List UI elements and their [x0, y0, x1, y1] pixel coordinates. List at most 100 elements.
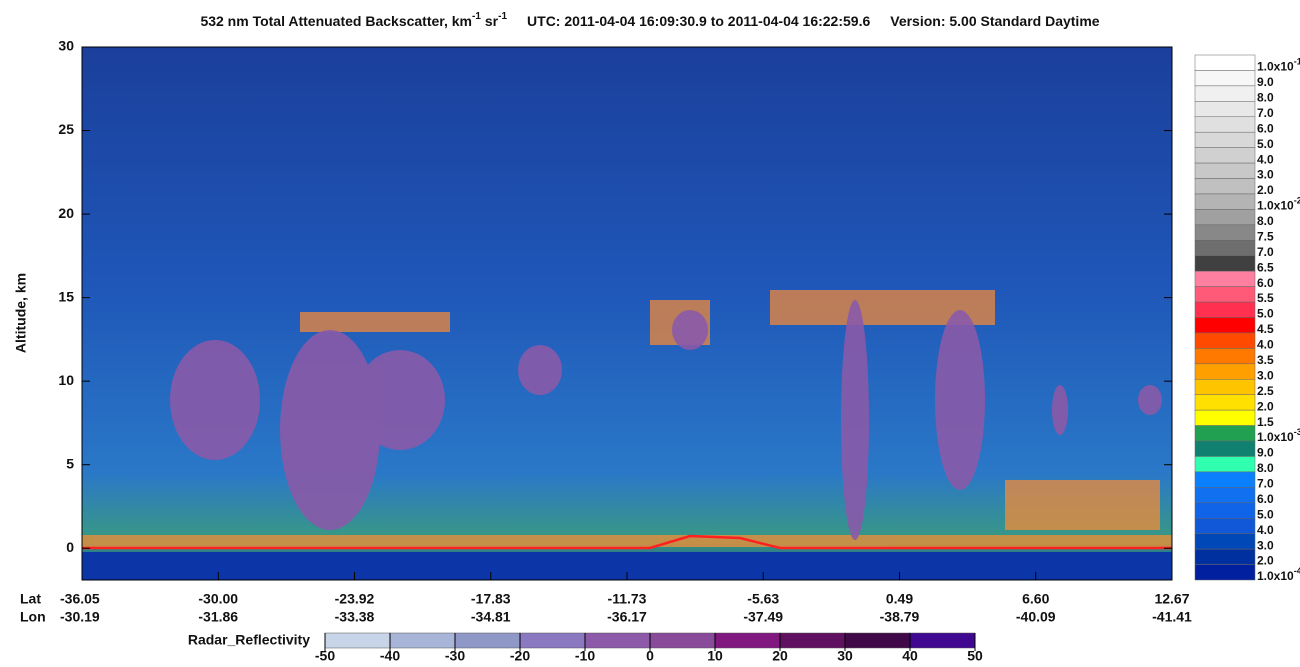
colorbar-label: 8.0: [1257, 90, 1274, 104]
colorbar-swatch: [1194, 394, 1256, 411]
colorbar-label: 1.0x10-3: [1257, 427, 1300, 444]
title-utc: UTC: 2011-04-04 16:09:30.9 to 2011-04-04…: [527, 13, 870, 29]
radar-tick-label: 50: [967, 648, 983, 664]
colorbar-label: 6.0: [1257, 276, 1274, 290]
colorbar-swatch: [1194, 548, 1256, 565]
lat-tick-label: 0.49: [886, 591, 913, 607]
lon-tick-label: -31.86: [198, 609, 238, 625]
lon-tick-label: -30.19: [60, 609, 100, 625]
radar-tick-label: 30: [837, 648, 853, 664]
colorbar-label: 9.0: [1257, 446, 1274, 460]
chart-title: 532 nm Total Attenuated Backscatter, km-…: [200, 11, 1099, 29]
colorbar-swatch: [1194, 379, 1256, 395]
radar-tick-label: -40: [380, 648, 400, 664]
radar-swatch: [909, 632, 976, 649]
colorbar-swatch: [1194, 502, 1256, 519]
colorbar-label: 7.0: [1257, 106, 1274, 120]
lat-tick-label: -36.05: [60, 591, 100, 607]
lat-tick-label: -5.63: [747, 591, 779, 607]
colorbar-label-base: 1.0x10: [1257, 60, 1294, 74]
lat-label: Lat: [20, 591, 41, 607]
colorbar-label: 6.5: [1257, 260, 1274, 274]
colorbar-swatch: [1194, 209, 1256, 226]
lon-tick-label: -33.38: [335, 609, 375, 625]
colorbar-label: 9.0: [1257, 75, 1274, 89]
colorbar-swatch: [1194, 270, 1256, 287]
radar-tick-label: 40: [902, 648, 918, 664]
colorbar-label: 6.0: [1257, 121, 1274, 135]
colorbar-label: 2.0: [1257, 399, 1274, 413]
colorbar-swatch: [1194, 286, 1256, 303]
lon-tick-label: -36.17: [607, 609, 647, 625]
colorbar-label: 2.5: [1257, 384, 1274, 398]
colorbar-label: 3.0: [1257, 538, 1274, 552]
colorbar-swatch: [1194, 193, 1256, 210]
y-tick-label: 30: [58, 38, 74, 54]
lon-tick-label: -37.49: [743, 609, 783, 625]
y-tick-label: 20: [58, 205, 74, 221]
lat-tick-label: -30.00: [198, 591, 238, 607]
colorbar-swatch: [1194, 517, 1256, 534]
colorbar-label: 3.0: [1257, 168, 1274, 182]
colorbar-label-exp: -3: [1294, 427, 1300, 437]
colorbar-swatch: [1194, 409, 1256, 426]
colorbar-swatch: [1194, 147, 1256, 164]
colorbar-swatch: [1194, 564, 1256, 581]
colorbar-swatch: [1194, 178, 1256, 195]
lat-tick-label: -11.73: [608, 591, 647, 607]
colorbar-label: 8.0: [1257, 461, 1274, 475]
colorbar-swatch: [1194, 116, 1256, 133]
colorbar-swatch: [1194, 101, 1256, 118]
colorbar: 1.0x10-19.08.07.06.05.04.03.02.01.0x10-2…: [1194, 54, 1300, 583]
colorbar-swatch: [1194, 255, 1256, 272]
colorbar-label: 5.0: [1257, 137, 1274, 151]
colorbar-label: 1.5: [1257, 415, 1274, 429]
lon-tick-label: -38.79: [880, 609, 920, 625]
y-tick-label: 25: [58, 121, 74, 137]
radar-swatch: [454, 632, 521, 649]
colorbar-label-exp: -2: [1294, 196, 1300, 206]
radar-swatch: [324, 632, 391, 649]
radar-tick-label: -20: [510, 648, 530, 664]
colorbar-label: 8.0: [1257, 214, 1274, 228]
colorbar-swatch: [1194, 471, 1256, 488]
colorbar-label-exp: -4: [1294, 566, 1300, 576]
colorbar-label: 5.0: [1257, 307, 1274, 321]
radar-tick-label: -30: [445, 648, 465, 664]
radar-swatch: [584, 632, 651, 649]
y-axis-label: Altitude, km: [13, 273, 29, 353]
radar-tick-label: 0: [646, 648, 654, 664]
radar-tick-label: -50: [315, 648, 335, 664]
radar-tick-label: -10: [575, 648, 595, 664]
colorbar-swatch: [1194, 70, 1256, 87]
radar-label: Radar_Reflectivity: [188, 632, 310, 648]
y-tick-label: 15: [58, 288, 74, 304]
colorbar-swatch: [1194, 240, 1256, 256]
lon-tick-label: -34.81: [471, 609, 511, 625]
y-tick-label: 10: [58, 372, 74, 388]
colorbar-label: 1.0x10-1: [1257, 57, 1300, 74]
title-version: Version: 5.00 Standard Daytime: [890, 13, 1100, 29]
colorbar-label: 2.0: [1257, 183, 1274, 197]
colorbar-label: 1.0x10-2: [1257, 196, 1300, 213]
colorbar-label-base: 1.0x10: [1257, 199, 1294, 213]
backscatter-image: [82, 47, 1172, 580]
colorbar-swatch: [1194, 54, 1256, 71]
colorbar-label: 7.0: [1257, 477, 1274, 491]
colorbar-label: 3.5: [1257, 353, 1274, 367]
colorbar-swatch: [1194, 162, 1256, 179]
lat-tick-label: 6.60: [1022, 591, 1049, 607]
radar-swatch: [649, 632, 716, 649]
colorbar-label-base: 1.0x10: [1257, 569, 1294, 583]
lon-label: Lon: [20, 609, 46, 625]
radar-swatch: [844, 632, 911, 649]
title-part: sr: [485, 13, 499, 29]
colorbar-swatch: [1194, 440, 1256, 457]
title-sup: -1: [498, 11, 507, 22]
title-sup: -1: [472, 11, 481, 22]
colorbar-swatch: [1194, 533, 1256, 550]
colorbar-swatch: [1194, 301, 1256, 318]
colorbar-swatch: [1194, 363, 1256, 380]
colorbar-label: 6.0: [1257, 492, 1274, 506]
